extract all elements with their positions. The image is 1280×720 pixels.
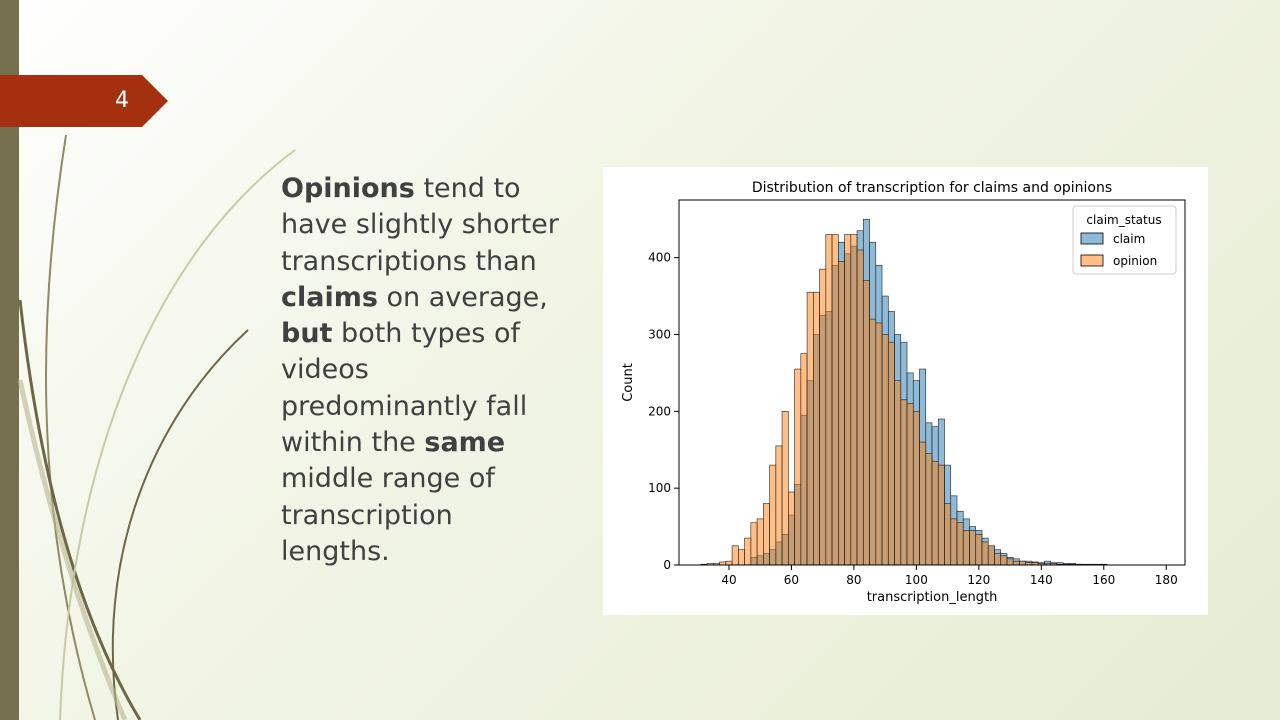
opinion-bar xyxy=(844,234,852,566)
decorative-curves xyxy=(17,134,296,720)
body-text-emphasis: Opinions xyxy=(281,173,415,204)
opinion-bar xyxy=(962,530,970,566)
body-text-emphasis: same xyxy=(424,427,506,459)
slide-number-tag xyxy=(0,75,168,127)
body-text-run: tend to have slightly shorter transcript… xyxy=(281,173,559,277)
opinion-bar xyxy=(869,318,877,566)
left-accent-bar xyxy=(0,0,19,720)
x-ticks: 40 60 80 100 120 140 160 180 xyxy=(721,565,1178,587)
opinion-bar xyxy=(937,464,945,566)
opinion-bar xyxy=(731,545,739,566)
opinion-bar xyxy=(763,503,770,566)
opinion-bar xyxy=(806,291,814,566)
opinion-bar xyxy=(862,280,870,566)
opinion-bar xyxy=(813,291,820,566)
opinion-bar xyxy=(925,453,933,566)
opinion-bar xyxy=(950,518,958,566)
chart-title: Distribution of transcription for claims… xyxy=(752,180,1112,196)
opinion-bar xyxy=(944,503,952,566)
opinion-bar xyxy=(819,268,827,566)
opinion-bar xyxy=(994,553,1002,566)
opinion-bar xyxy=(1019,560,1027,566)
opinion-bar xyxy=(919,441,927,566)
opinion-bar xyxy=(987,545,995,566)
opinion-bar xyxy=(875,322,883,566)
body-text-emphasis: but xyxy=(281,318,333,350)
opinion-bar xyxy=(744,537,752,566)
x-tick-label: 120 xyxy=(967,573,990,587)
opinion-bar xyxy=(856,249,864,566)
y-ticks: 0 100 200 300 400 xyxy=(648,251,679,572)
opinion-bar xyxy=(1000,555,1008,566)
opinion-bar xyxy=(781,411,789,566)
opinion-bar xyxy=(931,460,939,566)
legend-label-opinion: opinion xyxy=(1113,254,1157,268)
axes-frame xyxy=(678,199,1186,566)
opinion-bar xyxy=(837,261,845,566)
legend-swatch-claim xyxy=(1080,232,1104,245)
y-axis-label: Count xyxy=(621,363,636,402)
chart-panel: 40 60 80 100 120 140 160 180 0 100 200 300 400 Dist… xyxy=(603,167,1208,615)
opinion-bar xyxy=(894,380,902,566)
opinion-bar xyxy=(912,411,920,566)
opinion-bar xyxy=(750,522,758,566)
opinion-bar xyxy=(756,518,764,566)
body-text-run: both types of videos predominantly fall … xyxy=(281,318,528,459)
opinion-bar xyxy=(850,234,858,566)
body-text: Opinions tend to have slightly shorter t… xyxy=(281,171,561,570)
opinion-bar xyxy=(906,403,914,566)
x-tick-label: 100 xyxy=(905,573,928,587)
opinion-bar xyxy=(887,341,895,566)
x-tick-label: 60 xyxy=(784,573,799,587)
opinion-bar xyxy=(800,353,808,566)
x-tick-label: 80 xyxy=(846,573,861,587)
opinion-bar xyxy=(794,368,802,566)
body-text-emphasis: claims xyxy=(281,281,378,313)
body-text-run: middle range of transcription lengths. xyxy=(281,463,495,567)
chart-legend: claim_status claim opinion xyxy=(1072,205,1177,275)
legend-swatch-opinion xyxy=(1080,254,1104,267)
body-text-run: on average, xyxy=(377,281,548,313)
opinion-bar xyxy=(725,560,733,566)
opinion-bar xyxy=(738,549,745,566)
legend-title: claim_status xyxy=(1086,213,1161,227)
opinion-bar xyxy=(900,399,908,566)
opinion-bar xyxy=(881,334,889,566)
opinion-bars xyxy=(700,234,1083,566)
y-tick-label: 200 xyxy=(648,404,671,418)
slide-number: 4 xyxy=(115,88,129,113)
x-tick-label: 160 xyxy=(1092,573,1115,587)
opinion-bar xyxy=(1012,560,1020,566)
opinion-bar xyxy=(981,541,989,566)
opinion-bar xyxy=(831,234,839,566)
opinion-bar xyxy=(975,533,983,566)
y-tick-label: 100 xyxy=(648,481,671,495)
opinion-bar xyxy=(1006,558,1014,566)
opinion-bar xyxy=(775,445,783,566)
x-tick-label: 180 xyxy=(1155,573,1178,587)
histogram-chart: 40 60 80 100 120 140 160 180 0 100 200 300 400 Dist… xyxy=(621,180,1186,605)
legend-label-claim: claim xyxy=(1113,232,1145,246)
y-tick-label: 0 xyxy=(663,558,671,572)
x-tick-label: 40 xyxy=(721,573,736,587)
x-tick-label: 140 xyxy=(1030,573,1053,587)
opinion-bar xyxy=(969,530,977,566)
opinion-bar xyxy=(769,464,777,566)
y-tick-label: 300 xyxy=(648,327,671,341)
x-axis-label: transcription_length xyxy=(867,590,998,605)
opinion-bar xyxy=(956,522,964,566)
y-tick-label: 400 xyxy=(648,251,671,265)
opinion-bar xyxy=(825,234,833,566)
opinion-bar xyxy=(788,491,795,566)
